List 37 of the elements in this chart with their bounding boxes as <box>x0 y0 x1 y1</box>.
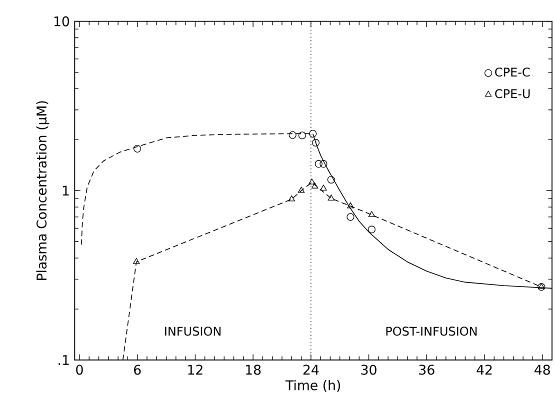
x-tick-label: 36 <box>419 364 434 375</box>
point <box>346 213 354 221</box>
point <box>328 194 335 200</box>
y-tick-label: .1 <box>58 355 69 365</box>
point <box>368 226 376 234</box>
x-tick-label: 48 <box>534 364 550 375</box>
legend-label: CPE-C <box>495 68 530 77</box>
point <box>347 202 354 208</box>
y-tick-label: 1 <box>62 186 69 196</box>
point <box>308 178 316 184</box>
y-tick-label: 10 <box>54 16 70 26</box>
point <box>327 176 335 184</box>
point <box>312 138 320 147</box>
point <box>311 182 318 188</box>
x-tick-label: 6 <box>134 364 141 375</box>
annotation: INFUSION <box>165 326 221 336</box>
x-tick-label: 24 <box>303 364 319 375</box>
x-axis-title: Time (h) <box>285 380 340 392</box>
point <box>320 184 327 191</box>
point <box>320 160 328 168</box>
x-tick-label: 0 <box>76 364 83 375</box>
point <box>133 258 140 264</box>
point <box>288 131 296 139</box>
y-axis-title: Plasma Concentration (μM) <box>36 101 50 280</box>
x-tick-label: 42 <box>476 364 492 375</box>
point <box>288 195 295 202</box>
x-tick-label: 12 <box>188 364 202 375</box>
point <box>368 211 376 217</box>
x-tick-label: 18 <box>246 364 261 375</box>
point <box>134 144 142 152</box>
point <box>309 130 317 138</box>
annotation: POST-INFUSION <box>386 326 477 336</box>
x-tick-label: 30 <box>361 364 376 375</box>
legend-label: CPE-U <box>495 89 530 98</box>
point <box>314 160 322 168</box>
point <box>298 186 305 193</box>
point <box>298 132 306 140</box>
